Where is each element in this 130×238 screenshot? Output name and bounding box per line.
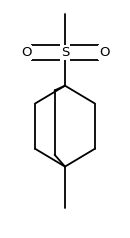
Text: S: S (61, 46, 69, 59)
Text: O: O (21, 46, 31, 59)
Text: O: O (99, 46, 109, 59)
